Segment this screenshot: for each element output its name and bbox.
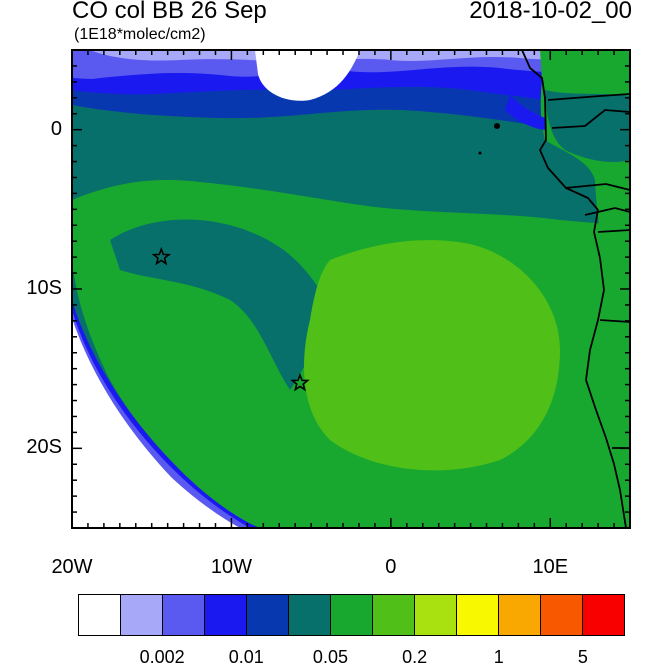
colorbar [78, 594, 625, 636]
lon-label: 10E [532, 556, 569, 578]
lat-label: 20S [26, 436, 62, 459]
datetime-label: 2018-10-02_00 [469, 0, 632, 24]
colorbar-label: 0.2 [402, 647, 428, 667]
island-marker [478, 151, 482, 155]
colorbar-label: 0.05 [312, 647, 348, 667]
colorbar-label: 5 [577, 647, 588, 667]
concentration-field [72, 50, 630, 528]
colorbar-box [247, 595, 289, 635]
lon-label: 20W [51, 556, 93, 578]
map-title: CO col BB 26 Sep [72, 0, 267, 24]
colorbar-box [583, 595, 624, 635]
colorbar-box [415, 595, 457, 635]
lat-label: 10S [26, 277, 62, 299]
colorbar-box [541, 595, 583, 635]
colorbar-label: 0.01 [228, 647, 264, 667]
colorbar-box [373, 595, 415, 635]
coastline [521, 49, 631, 529]
lat-label: 0 [50, 117, 62, 140]
colorbar-box [79, 595, 121, 635]
lon-label: 10W [210, 556, 252, 578]
colorbar-label: 1 [493, 647, 504, 667]
colorbar-box [499, 595, 541, 635]
star-marker-1 [151, 246, 172, 266]
colorbar-box [457, 595, 499, 635]
units-label: (1E18*molec/cm2) [74, 26, 206, 43]
colorbar-label: 0.002 [139, 647, 185, 667]
lon-label: 0 [385, 556, 397, 578]
colorbar-box [121, 595, 163, 635]
island-marker [494, 123, 500, 129]
colorbar-box [331, 595, 373, 635]
map-plot [71, 49, 631, 529]
star-marker-2 [290, 372, 310, 392]
colorbar-box [205, 595, 247, 635]
colorbar-box [289, 595, 331, 635]
colorbar-box [163, 595, 205, 635]
